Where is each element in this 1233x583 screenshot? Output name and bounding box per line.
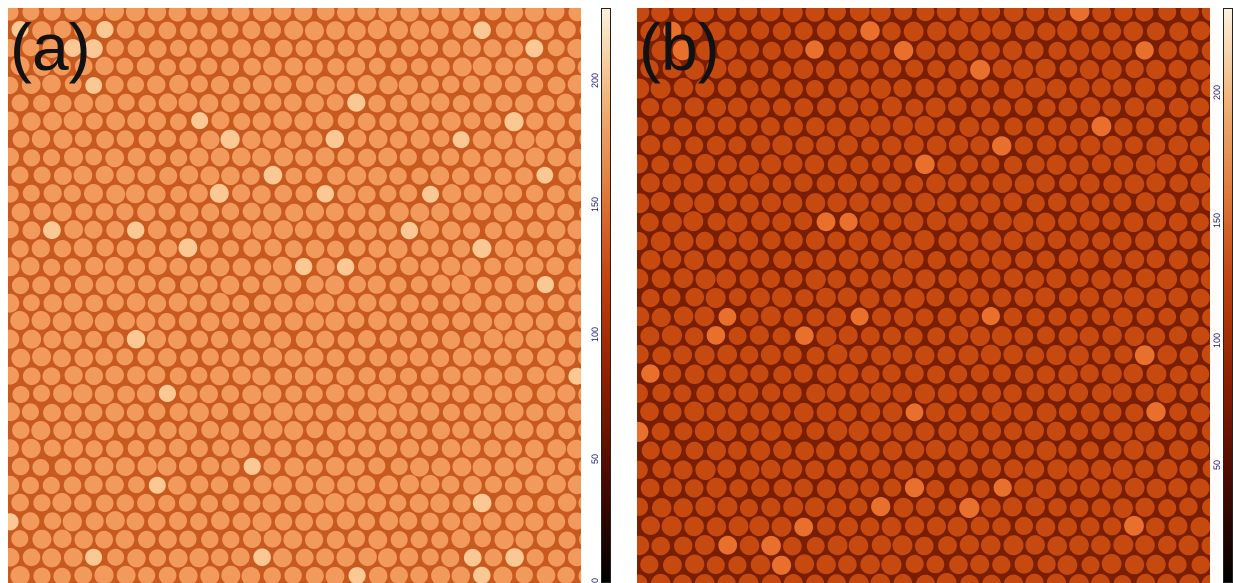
- color-scale-bar-a: [601, 8, 611, 583]
- particle-lattice-b: [637, 8, 1210, 583]
- scale-tick: 100: [590, 326, 600, 342]
- color-scale-bar-b: [1223, 8, 1233, 583]
- scale-tick: 0: [590, 577, 600, 583]
- scale-tick: 150: [590, 196, 600, 212]
- panel-label-b: (b): [639, 10, 720, 84]
- scale-tick: 50: [1212, 459, 1222, 470]
- afm-image-b: (b): [637, 8, 1210, 583]
- panel-label-a: (a): [10, 10, 91, 84]
- scale-tick: 200: [590, 72, 600, 88]
- scale-tick: 50: [590, 453, 600, 464]
- scale-tick: 200: [1212, 84, 1222, 100]
- scale-tick: 150: [1212, 212, 1222, 228]
- afm-image-a: (a): [8, 8, 581, 583]
- scale-tick: 100: [1212, 332, 1222, 348]
- particle-lattice-a: [8, 8, 581, 583]
